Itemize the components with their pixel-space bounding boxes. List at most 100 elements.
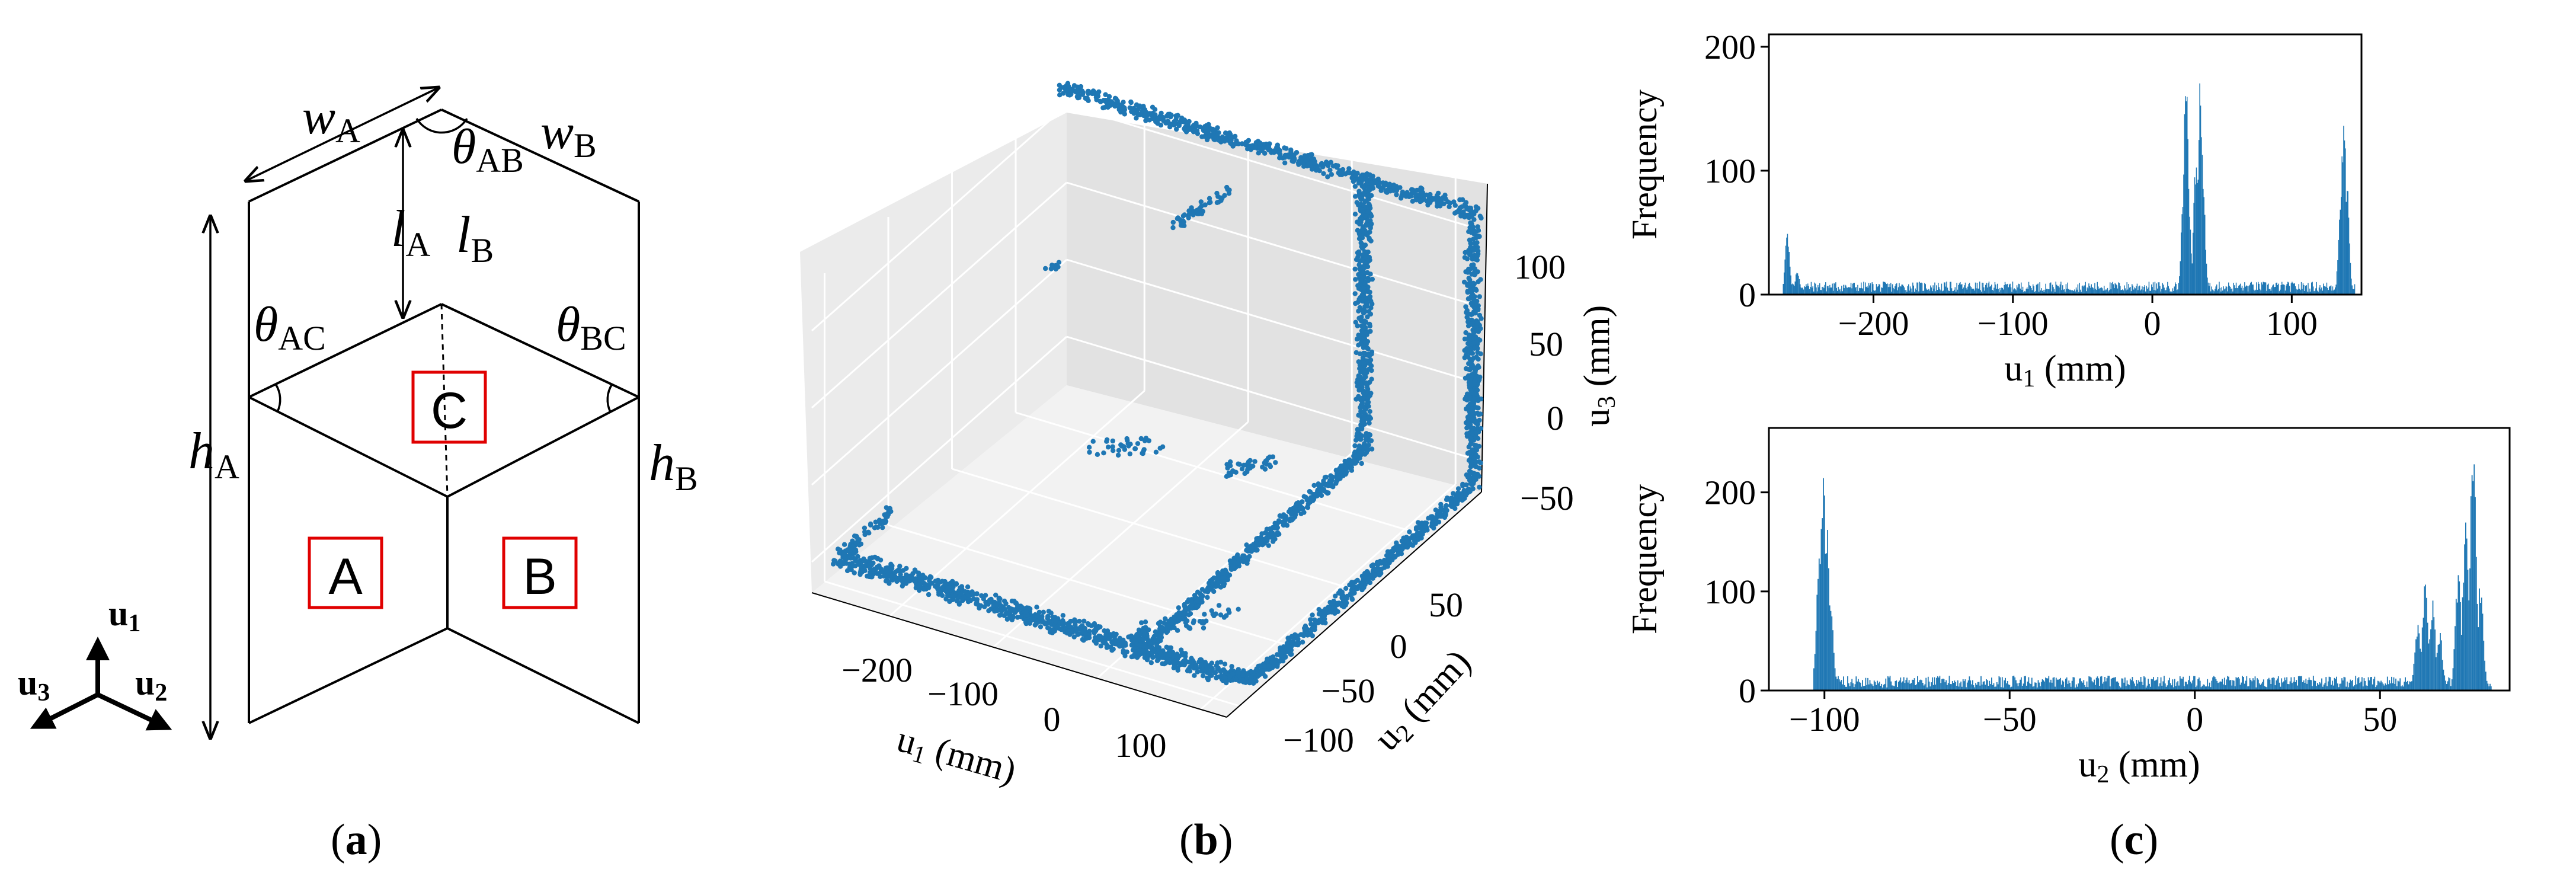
cloud-point <box>1366 442 1371 448</box>
cloud-point <box>1260 146 1266 151</box>
face-c-edge-3 <box>248 396 448 498</box>
histogram-bar <box>2268 289 2270 295</box>
cloud-point <box>1367 295 1372 301</box>
histogram-bar <box>1916 684 1917 691</box>
histogram-bar <box>1853 687 1855 691</box>
histogram-bar <box>2060 282 2062 295</box>
histogram-bar <box>1810 282 1812 295</box>
cloud-point <box>862 532 868 538</box>
histogram-bar <box>1859 287 1860 295</box>
histogram-bar <box>2121 678 2123 691</box>
histogram-bar <box>2168 680 2169 691</box>
cloud-point <box>1143 111 1148 117</box>
histogram-bar <box>1841 286 1842 295</box>
histogram-bar <box>2111 678 2113 691</box>
histogram-bar <box>2189 216 2190 295</box>
cloud-point <box>997 612 1003 618</box>
histogram-bar <box>2279 291 2280 295</box>
panel-b-3d-plot <box>800 81 1488 718</box>
histogram-bar <box>1825 282 1826 295</box>
x-tick-label: 100 <box>2266 304 2318 343</box>
histogram-bar <box>1837 290 1838 295</box>
cloud-point <box>1295 500 1301 506</box>
histogram-bar <box>2274 685 2276 691</box>
histogram-bar <box>2270 290 2271 295</box>
cloud-point <box>1309 167 1315 172</box>
histogram-bar <box>2231 685 2233 691</box>
histogram-bar <box>1855 287 1857 295</box>
cloud-point <box>1303 626 1308 631</box>
histogram-bar <box>2304 683 2306 691</box>
histogram-bar <box>1905 290 1907 295</box>
label-lb: lB <box>456 206 494 270</box>
cloud-point <box>894 578 900 584</box>
histogram-bar <box>1823 478 1824 691</box>
histogram-bar <box>2305 679 2307 691</box>
cloud-point <box>1473 271 1478 277</box>
cloud-point <box>898 572 903 577</box>
histogram-bar <box>2212 289 2213 295</box>
cloud-point <box>1124 436 1129 442</box>
histogram-bar <box>2100 676 2101 691</box>
histogram-bar <box>1915 288 1916 295</box>
theta-ac-arc <box>274 383 281 413</box>
cloud-point <box>1229 664 1234 669</box>
cloud-point <box>1292 514 1298 520</box>
cloud-point <box>1444 507 1449 513</box>
histogram-bar <box>2156 283 2157 295</box>
cloud-point <box>1428 191 1433 197</box>
histogram-bar <box>1912 680 1914 691</box>
histogram-bar <box>2095 289 2097 295</box>
cloud-point <box>896 567 902 572</box>
histogram-bar <box>2051 291 2052 295</box>
cloud-point <box>1470 303 1475 308</box>
cloud-point <box>1364 193 1370 199</box>
cloud-point <box>1351 583 1356 589</box>
histogram-bar <box>2226 286 2228 295</box>
histogram-bar <box>2241 286 2243 295</box>
histogram-bar <box>2343 676 2345 691</box>
histogram-bar <box>1951 684 1952 691</box>
histogram-bar <box>2194 177 2196 295</box>
histogram-bar <box>2125 686 2127 691</box>
histogram-bar <box>2351 680 2353 691</box>
histogram-bar <box>1801 288 1803 295</box>
histogram-bar <box>2185 682 2187 691</box>
grid-line <box>1066 181 1482 308</box>
histogram-bar <box>2226 679 2228 691</box>
cloud-point <box>1084 95 1090 101</box>
cloud-point <box>1469 401 1474 407</box>
cloud-point <box>1207 196 1212 201</box>
cloud-point <box>945 593 951 599</box>
cloud-point <box>1390 552 1395 558</box>
histogram-bar <box>2148 282 2150 295</box>
cloud-point <box>1291 159 1296 164</box>
histogram-bar <box>1882 687 1883 691</box>
histogram-bar <box>2177 681 2179 691</box>
histogram-bar <box>2090 287 2091 295</box>
cloud-point <box>1272 536 1278 542</box>
cloud-point <box>1260 464 1265 470</box>
cloud-point <box>1466 367 1471 372</box>
histogram-bar <box>2316 282 2317 295</box>
cloud-point <box>1477 484 1482 490</box>
histogram-bar <box>1934 677 1935 691</box>
histogram-bar <box>2053 677 2055 691</box>
histogram-bar <box>2295 682 2296 691</box>
cloud-point <box>1367 575 1372 580</box>
cloud-point <box>1362 213 1368 219</box>
histogram-bar <box>2280 289 2281 295</box>
histogram-bar <box>2342 162 2344 295</box>
histogram-bar <box>2167 685 2168 691</box>
cloud-point <box>1326 163 1331 168</box>
cloud-point <box>1382 561 1387 566</box>
histogram-bar <box>2149 686 2151 691</box>
histogram-bar <box>2298 284 2299 295</box>
cloud-point <box>1342 458 1348 464</box>
cloud-point <box>1468 464 1474 469</box>
histogram-bar <box>2065 679 2066 691</box>
cloud-point <box>1207 587 1212 593</box>
histogram-bar <box>2007 681 2008 691</box>
cloud-point <box>1152 107 1158 112</box>
cloud-point <box>965 593 971 598</box>
